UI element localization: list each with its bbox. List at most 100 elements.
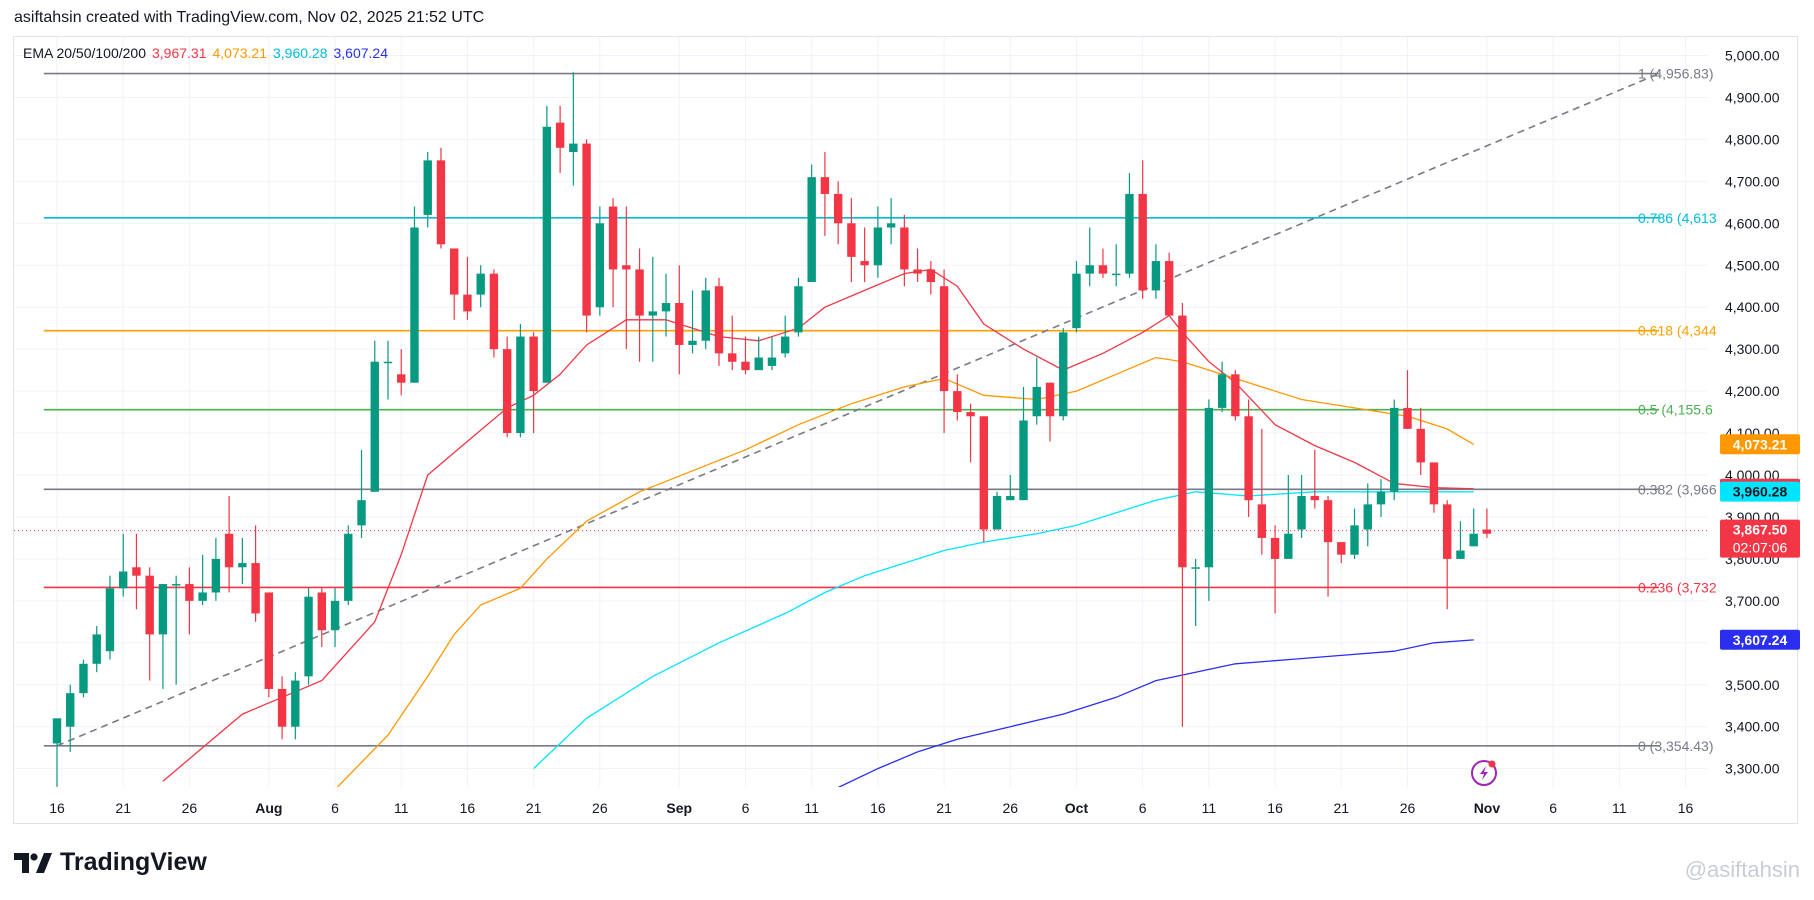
tradingview-logo-text: TradingView	[60, 848, 207, 876]
candle	[304, 588, 313, 685]
candle	[728, 315, 737, 371]
candle-body	[1284, 533, 1293, 559]
candle	[1390, 399, 1399, 501]
price-axis: 5,000.00 4,900.00 4,800.00 4,700.00 4,600.00…	[1725, 48, 1780, 777]
candle	[489, 269, 499, 358]
candle	[741, 336, 750, 375]
candle	[1085, 227, 1094, 287]
candle	[92, 626, 101, 673]
candle	[211, 537, 221, 601]
candle-body	[1416, 428, 1425, 463]
candle	[767, 336, 777, 371]
candle-body	[1191, 567, 1200, 569]
time-axis: 16 21 26 Aug 6 11 16 21 26 Sep 6 11 16 21 26 Oct 6 11 16 21…	[49, 800, 1693, 816]
candle	[344, 525, 353, 606]
candle-body	[728, 353, 737, 362]
fib-level-label: 0.382 (3,966	[1638, 481, 1717, 497]
candle	[900, 214, 909, 287]
candle-body	[781, 336, 790, 354]
candle-body	[357, 500, 366, 526]
candle	[410, 206, 419, 383]
price-axis-label: 3,300.00	[1725, 761, 1780, 777]
candle-body	[582, 143, 591, 316]
ema-line-ema200	[837, 639, 1474, 787]
price-tag-value: 3,867.50	[1733, 522, 1788, 538]
price-axis-label: 4,500.00	[1725, 257, 1780, 273]
candle	[1112, 244, 1121, 287]
candle	[66, 684, 75, 752]
candle-body	[608, 206, 618, 270]
candle-body	[807, 177, 816, 283]
candle	[158, 584, 168, 689]
fib-level-label: 1 (4,956.83)	[1638, 66, 1714, 82]
price-tag-bg	[1720, 519, 1800, 558]
candle	[357, 449, 366, 538]
tradingview-logo-icon	[14, 852, 52, 873]
candle	[463, 256, 472, 320]
candle	[105, 575, 115, 660]
candle-body	[886, 223, 896, 228]
candle-body	[1072, 273, 1081, 329]
price-axis-label: 3,700.00	[1725, 593, 1780, 609]
candle	[648, 256, 657, 362]
candle-body	[1390, 407, 1399, 492]
price-tag: 3,607.24	[1720, 629, 1800, 650]
price-tag-bg	[1720, 481, 1800, 502]
candle-body	[238, 563, 247, 568]
candles	[52, 72, 1492, 787]
candle	[1482, 508, 1492, 538]
candle-body	[1376, 491, 1386, 505]
candle	[529, 332, 538, 434]
candle	[913, 248, 922, 283]
candle-body	[370, 361, 379, 492]
candle-body	[383, 361, 393, 364]
candle	[370, 340, 379, 492]
price-tag-value: 3,607.24	[1733, 632, 1788, 648]
candle-body	[1217, 374, 1227, 408]
time-axis-label: 26	[1002, 800, 1018, 816]
candle-body	[1178, 315, 1187, 568]
candle-body	[953, 391, 962, 413]
price-tag-countdown: 02:07:06	[1733, 540, 1788, 556]
candle	[675, 265, 684, 375]
candle-body	[502, 349, 512, 434]
candle	[873, 206, 883, 278]
candle-body	[661, 303, 671, 312]
candle	[1257, 428, 1267, 555]
time-axis-label: Nov	[1474, 800, 1501, 816]
candle	[1469, 508, 1478, 547]
candle	[966, 403, 975, 463]
candle	[754, 336, 763, 371]
price-axis-label: 4,300.00	[1725, 341, 1780, 357]
time-axis-label: 16	[460, 800, 476, 816]
fib-level-label: 0.618 (4,344	[1638, 323, 1717, 339]
legend-ema20-value: 3,967.31	[152, 45, 207, 61]
candle	[1323, 495, 1333, 597]
price-tag-bg	[1720, 629, 1800, 650]
time-axis-label: 16	[1267, 800, 1283, 816]
candle-body	[1244, 416, 1253, 501]
candle	[277, 676, 287, 740]
candle-body	[542, 126, 552, 383]
price-tags: 4,073.213,967.313,960.283,867.5002:07:06…	[1720, 434, 1800, 650]
candle-body	[555, 122, 565, 148]
candle-body	[132, 567, 141, 576]
candle	[1270, 525, 1280, 614]
time-axis-label: 6	[331, 800, 339, 816]
candle-body	[79, 663, 88, 694]
time-axis-label: 6	[1139, 800, 1147, 816]
fib-level-label: 0.786 (4,613	[1638, 210, 1717, 226]
candle	[502, 336, 512, 438]
candle-body	[277, 688, 287, 727]
price-axis-label: 3,400.00	[1725, 719, 1780, 735]
candle-body	[105, 588, 115, 652]
candle-body	[860, 261, 869, 266]
candle-body	[992, 495, 1002, 530]
candle	[238, 537, 247, 585]
candle	[608, 198, 618, 308]
candle-body	[92, 634, 101, 664]
candle	[714, 277, 724, 366]
candle-body	[185, 584, 194, 601]
candle-body	[688, 340, 697, 345]
